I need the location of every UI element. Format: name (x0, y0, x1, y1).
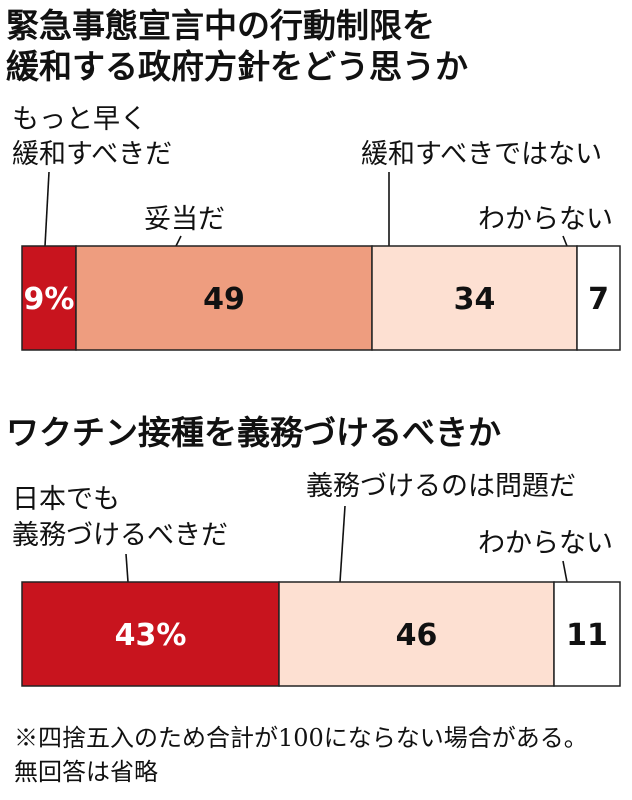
chart1-leader-appropriate (175, 235, 182, 247)
chart1-label-appropriate: 妥当だ (144, 204, 225, 235)
chart2-title: ワクチン接種を義務づけるべきか (6, 413, 501, 452)
chart1-bar-segment-3 (371, 245, 578, 351)
chart2-label-should-mandate-line1: 日本でも (12, 484, 120, 515)
chart1-title-line2: 緩和する政府方針をどう思うか (6, 47, 468, 86)
footnote-line1: ※四捨五入のため合計が100にならない場合がある。 (14, 724, 588, 752)
chart1-value-label-2: 49 (203, 282, 245, 317)
chart2-label-dont-know: わからない (478, 528, 613, 559)
chart2-value-label-1: 43% (115, 618, 187, 653)
chart1-value-label-1: 9% (24, 282, 75, 317)
chart2-leader-dont-know (562, 560, 568, 583)
chart2-value-label-3: 11 (566, 618, 608, 653)
chart1-bar-segment-4 (576, 245, 621, 351)
chart1-value-label-3: 34 (454, 282, 496, 317)
footnote-line2: 無回答は省略 (14, 758, 158, 786)
chart2-label-should-mandate-line2: 義務づけるべきだ (12, 520, 228, 551)
chart2-leader-mandate-is-problem (339, 505, 346, 583)
chart2-bar-segment-2 (278, 581, 555, 687)
chart1-label-dont-know: わからない (478, 204, 613, 235)
chart1-leader-dont-know (562, 235, 568, 247)
chart1-bar-segment-2 (75, 245, 373, 351)
chart1-stacked-bar: 9% 49 34 7 (21, 245, 621, 351)
chart1-leader-relax-sooner (44, 171, 50, 247)
chart1-label-relax-sooner-line1: もっと早く (12, 104, 147, 135)
chart1-title-line1: 緊急事態宣言中の行動制限を (6, 6, 435, 45)
chart1-value-label-4: 7 (588, 282, 609, 317)
chart2-stacked-bar: 43% 46 11 (21, 581, 621, 687)
chart2-leader-should-mandate (125, 553, 129, 583)
chart1-label-should-not-relax: 緩和すべきではない (361, 139, 602, 170)
chart2-label-mandate-is-problem: 義務づけるのは問題だ (306, 471, 576, 502)
chart2-bar-segment-3 (553, 581, 621, 687)
chart2-value-label-2: 46 (396, 618, 438, 653)
chart1-label-relax-sooner-line2: 緩和すべきだ (12, 139, 172, 170)
